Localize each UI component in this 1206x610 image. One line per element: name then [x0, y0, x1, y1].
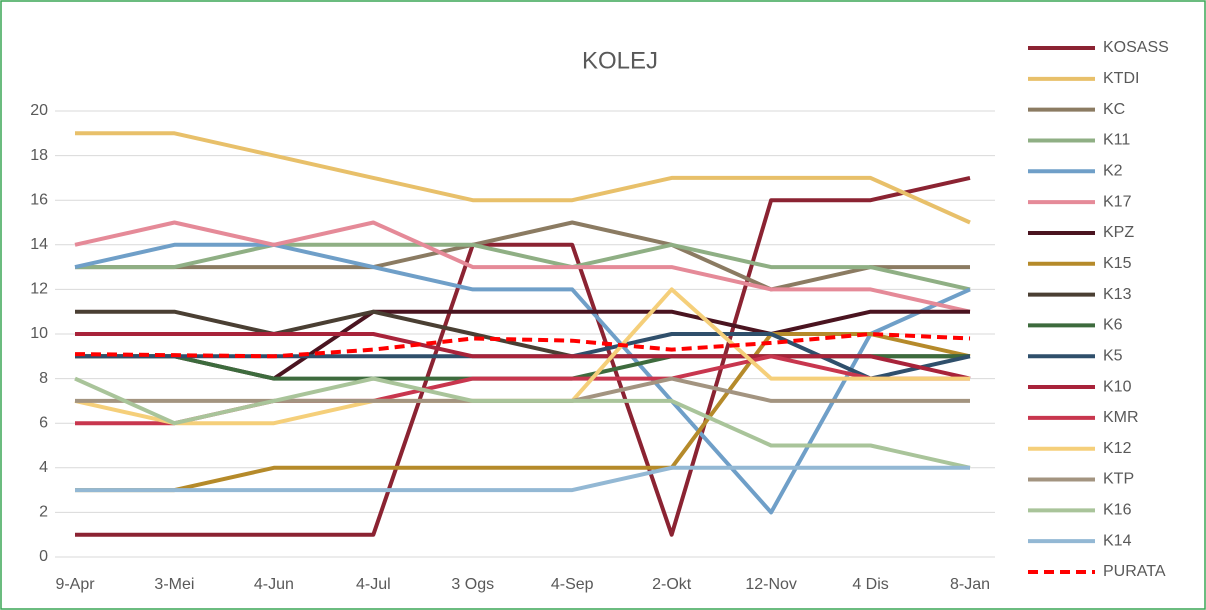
series-line	[75, 175, 971, 537]
chart-title: KOLEJ	[582, 47, 658, 74]
series-line	[75, 465, 970, 493]
series-line	[75, 332, 971, 381]
y-tick-label: 12	[30, 281, 48, 298]
y-tick-label: 14	[30, 236, 48, 253]
x-tick-label: 3 Ogs	[451, 576, 494, 593]
legend-label: K5	[1103, 347, 1123, 364]
series-line	[74, 242, 971, 515]
y-tick-label: 16	[30, 191, 48, 208]
legend-label: K14	[1103, 532, 1132, 549]
legend-label: KTP	[1103, 471, 1134, 488]
y-tick-label: 18	[30, 147, 48, 164]
series-line	[74, 220, 971, 314]
series-line	[74, 376, 971, 470]
legend-label: KC	[1103, 101, 1125, 118]
series-line	[75, 220, 970, 292]
series-line	[75, 131, 971, 225]
x-tick-label: 4-Sep	[551, 576, 594, 593]
legend-label: K16	[1103, 502, 1132, 519]
x-tick-label: 12-Nov	[745, 576, 797, 593]
x-tick-label: 9-Apr	[55, 576, 95, 593]
series-line	[75, 332, 971, 493]
y-tick-label: 0	[39, 548, 48, 565]
legend-label: K17	[1103, 193, 1132, 210]
legend-label: KPZ	[1103, 224, 1134, 241]
y-tick-label: 2	[39, 504, 48, 521]
y-tick-label: 20	[30, 102, 48, 119]
y-tick-label: 6	[39, 414, 48, 431]
legend-label: K10	[1103, 378, 1132, 395]
x-tick-label: 4-Jul	[356, 576, 391, 593]
legend-label: KMR	[1103, 409, 1139, 426]
legend-label: KOSASS	[1103, 39, 1169, 56]
series-line	[74, 332, 971, 359]
y-tick-label: 8	[39, 370, 48, 387]
legend-label: K11	[1103, 132, 1130, 149]
y-tick-label: 4	[39, 459, 48, 476]
x-tick-label: 4 Dis	[852, 576, 888, 593]
legend-label: K13	[1103, 286, 1132, 303]
legend-label: K6	[1103, 317, 1123, 334]
x-tick-label: 4-Jun	[254, 576, 294, 593]
legend-label: K2	[1103, 163, 1123, 180]
legend-label: K15	[1103, 255, 1132, 272]
legend-label: K12	[1103, 440, 1132, 457]
x-tick-label: 2-Okt	[652, 576, 692, 593]
series-line	[75, 242, 971, 292]
legend-label: KTDI	[1103, 70, 1139, 87]
legend-label: PURATA	[1103, 563, 1166, 580]
x-tick-label: 8-Jan	[950, 576, 990, 593]
x-tick-label: 3-Mei	[154, 576, 194, 593]
y-tick-label: 10	[30, 325, 48, 342]
